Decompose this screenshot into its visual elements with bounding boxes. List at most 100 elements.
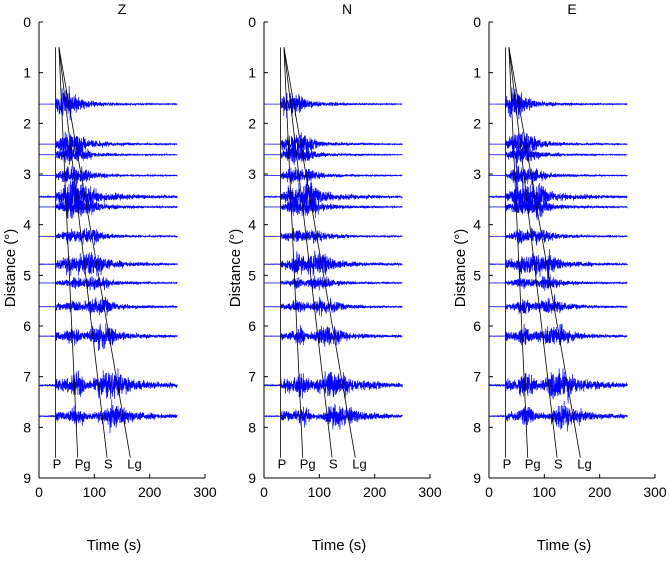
- seismogram-trace: [263, 92, 403, 118]
- seismogram-trace: [263, 296, 403, 317]
- y-tick-label: 2: [23, 115, 31, 131]
- y-tick-label: 1: [23, 65, 31, 81]
- phase-line-s: [508, 47, 558, 458]
- y-tick-label: 8: [248, 419, 256, 435]
- x-axis-label: Time (s): [312, 537, 366, 554]
- y-tick-label: 7: [23, 369, 31, 385]
- seismogram-trace: [488, 274, 628, 291]
- seismogram-trace: [39, 166, 178, 187]
- y-tick-label: 4: [473, 217, 481, 233]
- phase-line-lg: [508, 47, 581, 458]
- x-tick-label: 0: [260, 484, 268, 500]
- phase-label-lg: Lg: [352, 457, 366, 472]
- y-tick-label: 7: [248, 369, 256, 385]
- seismogram-trace: [488, 368, 628, 404]
- x-axis-label: Time (s): [537, 537, 591, 554]
- seismogram-trace: [488, 132, 628, 158]
- y-tick-label: 8: [23, 419, 31, 435]
- phase-label-s: S: [329, 457, 338, 472]
- y-tick-label: 9: [473, 470, 481, 486]
- y-axis-label: Distance (°): [227, 229, 244, 308]
- seismogram-trace: [263, 197, 403, 218]
- y-tick-label: 5: [473, 267, 481, 283]
- y-tick-label: 9: [23, 470, 31, 486]
- phase-line-lg: [283, 47, 356, 458]
- panel-title: E: [567, 1, 576, 17]
- phase-line-pg: [508, 47, 529, 458]
- phase-label-pg: Pg: [75, 457, 91, 472]
- traces: [488, 87, 628, 432]
- x-tick-label: 100: [533, 484, 557, 500]
- seismogram-trace: [263, 132, 403, 157]
- y-tick-label: 7: [473, 369, 481, 385]
- x-tick-label: 200: [138, 484, 162, 500]
- y-tick-label: 0: [248, 14, 256, 30]
- seismogram-trace: [263, 145, 403, 165]
- seismogram-trace: [488, 400, 628, 432]
- y-tick-label: 6: [248, 318, 256, 334]
- phase-label-pg: Pg: [525, 457, 541, 472]
- seismogram-trace: [38, 86, 178, 121]
- y-tick-label: 4: [23, 217, 31, 233]
- y-axis-label: Distance (°): [452, 229, 469, 308]
- seismogram-trace: [488, 87, 628, 119]
- y-tick-label: 2: [248, 115, 256, 131]
- seismogram-trace: [488, 142, 628, 168]
- phase-label-lg: Lg: [127, 457, 141, 472]
- y-tick-label: 5: [23, 267, 31, 283]
- y-tick-label: 9: [248, 470, 256, 486]
- panel-title: Z: [118, 1, 127, 17]
- seismogram-trace: [38, 194, 178, 219]
- y-tick-label: 0: [23, 14, 31, 30]
- x-tick-label: 0: [35, 484, 43, 500]
- seismogram-trace: [38, 227, 178, 246]
- seismogram-trace: [263, 250, 403, 276]
- x-axis-label: Time (s): [87, 537, 141, 554]
- phase-line-s: [283, 47, 333, 458]
- y-tick-label: 3: [23, 166, 31, 182]
- phase-label-p: P: [278, 457, 287, 472]
- seismogram-trace: [38, 131, 178, 157]
- y-tick-label: 6: [473, 318, 481, 334]
- y-tick-label: 6: [23, 318, 31, 334]
- seismogram-trace: [38, 180, 178, 213]
- seismogram-trace: [263, 403, 403, 430]
- panel-title: N: [342, 1, 352, 17]
- y-tick-label: 8: [473, 419, 481, 435]
- phase-label-p: P: [503, 457, 512, 472]
- seismogram-trace: [488, 323, 628, 346]
- seismogram-trace: [38, 323, 178, 351]
- y-tick-label: 1: [248, 65, 256, 81]
- y-tick-label: 0: [473, 14, 481, 30]
- traces: [263, 92, 403, 430]
- x-tick-label: 300: [193, 484, 217, 500]
- x-tick-label: 100: [83, 484, 107, 500]
- phase-label-s: S: [104, 457, 113, 472]
- seismogram-trace: [488, 163, 628, 185]
- seismogram-trace: [263, 371, 403, 399]
- x-tick-label: 100: [308, 484, 332, 500]
- traces: [38, 86, 178, 434]
- seismogram-trace: [38, 146, 178, 165]
- seismogram-trace: [38, 399, 178, 434]
- y-tick-label: 2: [473, 115, 481, 131]
- seismogram-trace: [263, 325, 403, 347]
- x-tick-label: 200: [363, 484, 387, 500]
- seismogram-trace: [488, 294, 628, 315]
- seismogram-trace: [488, 194, 628, 220]
- seismogram-trace: [263, 182, 403, 212]
- phase-label-p: P: [53, 457, 62, 472]
- seismogram-trace: [488, 178, 628, 212]
- seismogram-trace: [488, 227, 628, 246]
- phase-line-lg: [58, 47, 131, 458]
- seismogram-trace: [38, 276, 178, 291]
- y-tick-label: 5: [248, 267, 256, 283]
- seismogram-trace: [263, 275, 403, 291]
- x-tick-label: 300: [418, 484, 442, 500]
- y-tick-label: 3: [248, 166, 256, 182]
- seismogram-trace: [263, 166, 403, 186]
- x-tick-label: 0: [485, 484, 493, 500]
- seismogram-trace: [38, 296, 178, 316]
